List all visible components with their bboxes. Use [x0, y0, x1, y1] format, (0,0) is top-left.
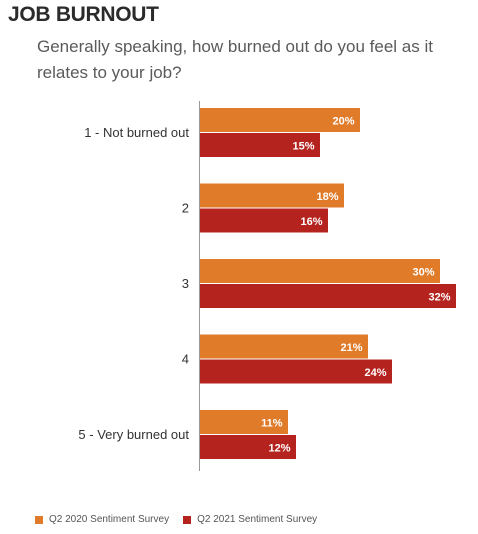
bar-2021 — [200, 208, 328, 233]
bar-chart: 1 - Not burned out 20% 15% 2 18% 16% 3 30% 32% 4 2… — [78, 101, 456, 471]
category-label: 3 — [182, 276, 189, 291]
data-label: 18% — [316, 191, 338, 203]
bar-2020 — [200, 410, 288, 434]
bar-2020 — [200, 183, 344, 208]
bar-2021 — [200, 133, 320, 157]
legend-item-2020: Q2 2020 Sentiment Survey — [35, 514, 169, 525]
data-label: 21% — [340, 342, 362, 354]
category-label: 4 — [182, 352, 189, 367]
data-label: 20% — [332, 116, 354, 128]
data-label: 24% — [364, 367, 386, 379]
legend-item-2021: Q2 2021 Sentiment Survey — [183, 514, 317, 525]
legend-label-2020: Q2 2020 Sentiment Survey — [49, 514, 170, 525]
chart-subtitle: Generally speaking, how burned out do yo… — [37, 37, 433, 82]
data-label: 12% — [268, 443, 290, 455]
data-label: 15% — [292, 141, 314, 153]
data-label: 30% — [412, 267, 434, 279]
bar-2020 — [200, 108, 360, 132]
category-label: 5 - Very burned out — [78, 427, 189, 442]
bar-2020 — [200, 334, 368, 359]
legend-swatch-2021 — [183, 515, 192, 524]
data-label: 32% — [428, 292, 450, 304]
bar-2021 — [200, 435, 296, 459]
chart-title: JOB BURNOUT — [8, 3, 159, 26]
bar-2021 — [200, 284, 456, 308]
legend-swatch-2020 — [35, 515, 43, 524]
legend: Q2 2020 Sentiment Survey Q2 2021 Sentime… — [35, 514, 331, 525]
bar-2021 — [200, 359, 392, 384]
data-label: 11% — [261, 418, 283, 430]
legend-label-2021: Q2 2021 Sentiment Survey — [197, 514, 318, 525]
data-label: 16% — [300, 216, 322, 228]
bar-2020 — [200, 259, 440, 283]
category-label: 2 — [182, 201, 189, 216]
category-label: 1 - Not burned out — [84, 125, 189, 140]
